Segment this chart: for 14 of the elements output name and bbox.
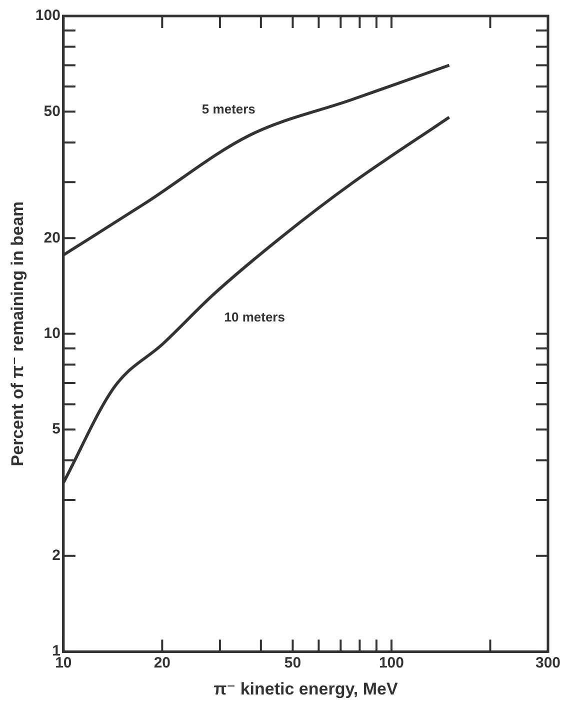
y-tick-label: 100 <box>35 7 60 24</box>
series-label: 5 meters <box>202 102 256 117</box>
y-tick-label: 20 <box>44 229 60 246</box>
y-tick-label: 50 <box>44 102 60 120</box>
x-tick-label: 20 <box>154 654 171 672</box>
y-tick-label: 2 <box>52 547 60 564</box>
x-tick-label: 50 <box>284 654 302 672</box>
x-tick-label: 100 <box>378 654 404 672</box>
y-tick-label: 5 <box>52 420 60 438</box>
y-tick-label: 10 <box>44 324 60 342</box>
x-tick-label: 300 <box>535 654 561 672</box>
x-axis-title: π⁻ kinetic energy, MeV <box>214 679 398 698</box>
series-label: 10 meters <box>224 309 285 324</box>
y-axis-title: Percent of π⁻ remaining in beam <box>8 201 27 466</box>
